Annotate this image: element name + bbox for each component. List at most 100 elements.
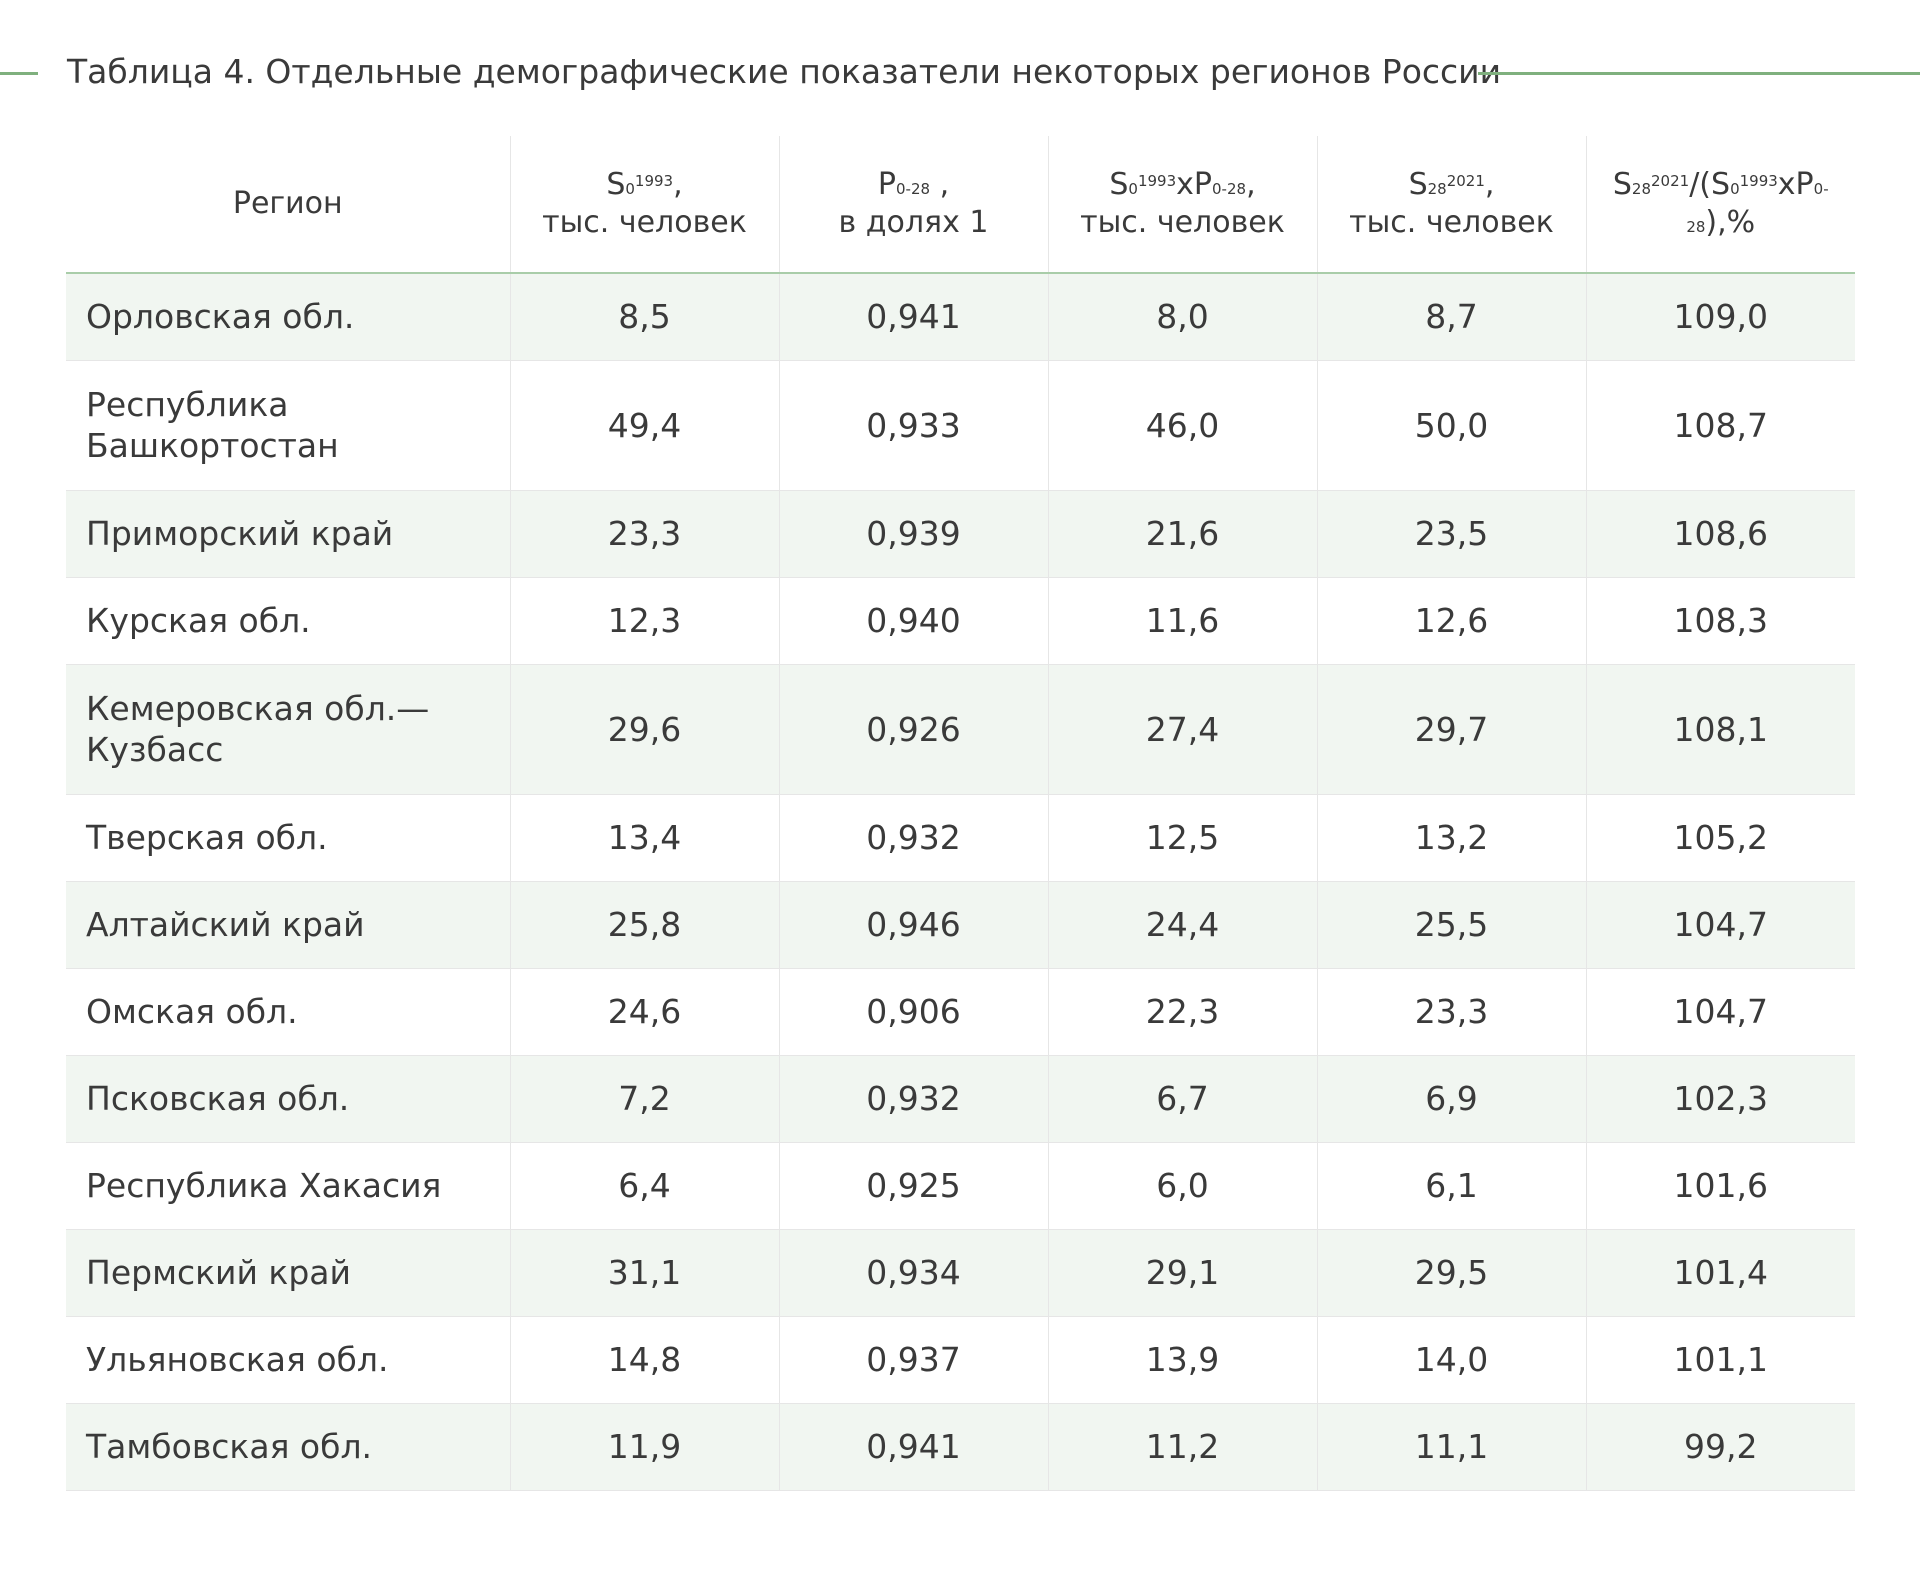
cell-p: 0,941 — [778, 1403, 1048, 1491]
cell-ratio: 105,2 — [1585, 794, 1855, 882]
table-row: Республика Хакасия 6,4 0,925 6,0 6,1 101… — [66, 1142, 1855, 1230]
cell-region: Курская обл. — [66, 577, 510, 665]
cell-p: 0,933 — [778, 360, 1048, 491]
cell-s0: 31,1 — [509, 1229, 779, 1317]
cell-sp: 29,1 — [1047, 1229, 1317, 1317]
cell-region: Омская обл. — [66, 968, 510, 1056]
cell-sp: 22,3 — [1047, 968, 1317, 1056]
cell-s28: 29,5 — [1316, 1229, 1586, 1317]
cell-ratio: 104,7 — [1585, 881, 1855, 969]
cell-s0: 7,2 — [509, 1055, 779, 1143]
cell-region: Приморский край — [66, 490, 510, 578]
header-s0-x-p: S01993xP0-28, тыс. человек — [1047, 136, 1317, 274]
table-row: Пермский край 31,1 0,934 29,1 29,5 101,4 — [66, 1229, 1855, 1317]
cell-sp: 12,5 — [1047, 794, 1317, 882]
cell-ratio: 101,4 — [1585, 1229, 1855, 1317]
table-row: Алтайский край 25,8 0,946 24,4 25,5 104,… — [66, 881, 1855, 969]
cell-s28: 23,3 — [1316, 968, 1586, 1056]
cell-s0: 11,9 — [509, 1403, 779, 1491]
header-p-0-28: P0-28 , в долях 1 — [778, 136, 1048, 274]
cell-ratio: 108,7 — [1585, 360, 1855, 491]
cell-region: Ульяновская обл. — [66, 1316, 510, 1404]
cell-ratio: 108,1 — [1585, 664, 1855, 795]
cell-p: 0,926 — [778, 664, 1048, 795]
cell-p: 0,946 — [778, 881, 1048, 969]
table-row: Приморский край 23,3 0,939 21,6 23,5 108… — [66, 490, 1855, 578]
cell-region: Алтайский край — [66, 881, 510, 969]
table-row: Омская обл. 24,6 0,906 22,3 23,3 104,7 — [66, 968, 1855, 1056]
demographics-table: Регион S01993, тыс. человек P0-28 , в до… — [66, 136, 1855, 1491]
cell-ratio: 109,0 — [1585, 273, 1855, 361]
cell-sp: 6,7 — [1047, 1055, 1317, 1143]
cell-p: 0,906 — [778, 968, 1048, 1056]
cell-s0: 13,4 — [509, 794, 779, 882]
cell-p: 0,934 — [778, 1229, 1048, 1317]
cell-s28: 12,6 — [1316, 577, 1586, 665]
table-row: Ульяновская обл. 14,8 0,937 13,9 14,0 10… — [66, 1316, 1855, 1404]
cell-region: Псковская обл. — [66, 1055, 510, 1143]
cell-sp: 13,9 — [1047, 1316, 1317, 1404]
cell-s28: 25,5 — [1316, 881, 1586, 969]
header-s28-2021: S282021, тыс. человек — [1316, 136, 1586, 274]
cell-ratio: 101,6 — [1585, 1142, 1855, 1230]
title-rule-left — [0, 72, 38, 75]
table-row: Республика Башкортостан 49,4 0,933 46,0 … — [66, 360, 1855, 491]
cell-s28: 29,7 — [1316, 664, 1586, 795]
table-row: Курская обл. 12,3 0,940 11,6 12,6 108,3 — [66, 577, 1855, 665]
page-title: Таблица 4. Отдельные демографические пок… — [67, 52, 1502, 91]
cell-region: Республика Башкортостан — [66, 360, 510, 491]
cell-s0: 49,4 — [509, 360, 779, 491]
cell-sp: 24,4 — [1047, 881, 1317, 969]
header-s0-1993: S01993, тыс. человек — [509, 136, 779, 274]
cell-p: 0,939 — [778, 490, 1048, 578]
cell-s0: 12,3 — [509, 577, 779, 665]
cell-ratio: 101,1 — [1585, 1316, 1855, 1404]
cell-sp: 46,0 — [1047, 360, 1317, 491]
table-row: Тамбовская обл. 11,9 0,941 11,2 11,1 99,… — [66, 1403, 1855, 1491]
cell-region: Орловская обл. — [66, 273, 510, 361]
cell-sp: 8,0 — [1047, 273, 1317, 361]
cell-s28: 6,1 — [1316, 1142, 1586, 1230]
cell-ratio: 99,2 — [1585, 1403, 1855, 1491]
cell-sp: 21,6 — [1047, 490, 1317, 578]
cell-s0: 6,4 — [509, 1142, 779, 1230]
header-ratio-percent: S282021/(S01993xP0-28),% — [1585, 136, 1855, 274]
cell-sp: 11,2 — [1047, 1403, 1317, 1491]
cell-ratio: 108,6 — [1585, 490, 1855, 578]
cell-s0: 8,5 — [509, 273, 779, 361]
title-rule-right — [1478, 72, 1920, 75]
cell-s28: 11,1 — [1316, 1403, 1586, 1491]
cell-p: 0,940 — [778, 577, 1048, 665]
cell-s0: 29,6 — [509, 664, 779, 795]
cell-s28: 23,5 — [1316, 490, 1586, 578]
cell-p: 0,925 — [778, 1142, 1048, 1230]
cell-s0: 14,8 — [509, 1316, 779, 1404]
table-row: Орловская обл. 8,5 0,941 8,0 8,7 109,0 — [66, 273, 1855, 361]
cell-s28: 50,0 — [1316, 360, 1586, 491]
cell-region: Тамбовская обл. — [66, 1403, 510, 1491]
cell-sp: 6,0 — [1047, 1142, 1317, 1230]
cell-region: Кемеровская обл.— Кузбасс — [66, 664, 510, 795]
cell-ratio: 104,7 — [1585, 968, 1855, 1056]
table-row: Кемеровская обл.— Кузбасс 29,6 0,926 27,… — [66, 664, 1855, 795]
cell-p: 0,932 — [778, 794, 1048, 882]
cell-s0: 25,8 — [509, 881, 779, 969]
cell-s0: 23,3 — [509, 490, 779, 578]
cell-p: 0,937 — [778, 1316, 1048, 1404]
cell-s28: 14,0 — [1316, 1316, 1586, 1404]
cell-region: Республика Хакасия — [66, 1142, 510, 1230]
cell-ratio: 108,3 — [1585, 577, 1855, 665]
cell-ratio: 102,3 — [1585, 1055, 1855, 1143]
table-row: Тверская обл. 13,4 0,932 12,5 13,2 105,2 — [66, 794, 1855, 882]
cell-sp: 11,6 — [1047, 577, 1317, 665]
cell-p: 0,941 — [778, 273, 1048, 361]
cell-region: Тверская обл. — [66, 794, 510, 882]
table-title-row: Таблица 4. Отдельные демографические пок… — [0, 42, 1920, 102]
cell-s28: 8,7 — [1316, 273, 1586, 361]
header-region: Регион — [66, 136, 510, 274]
cell-s28: 6,9 — [1316, 1055, 1586, 1143]
table-header-row: Регион S01993, тыс. человек P0-28 , в до… — [66, 136, 1855, 274]
cell-p: 0,932 — [778, 1055, 1048, 1143]
cell-s28: 13,2 — [1316, 794, 1586, 882]
table-row: Псковская обл. 7,2 0,932 6,7 6,9 102,3 — [66, 1055, 1855, 1143]
